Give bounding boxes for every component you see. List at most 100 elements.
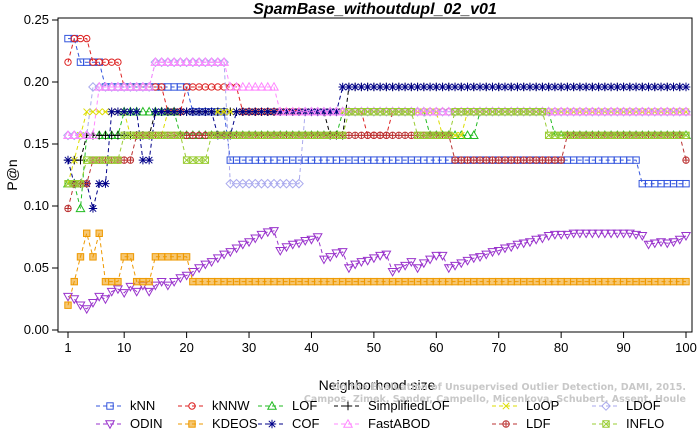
point-kdeos [207,277,216,286]
point-odin [680,232,692,241]
series-cof [63,82,691,213]
point-ldf [538,156,547,164]
point-odin [543,232,554,241]
point-fastabod [62,130,74,140]
point-fastabod [293,106,305,116]
point-cof [257,107,266,116]
point-fastabod [593,106,604,116]
point-ldf [407,131,416,139]
citation-line-2: Campos, Zimek, Sander, Campello, Micenko… [304,394,686,405]
point-kdeos [601,277,609,286]
chart-title: SpamBase_withoutdupl_02_v01 [253,1,497,18]
point-fastabod [268,81,280,91]
point-ldof [144,82,155,92]
point-kdeos [613,277,622,286]
point-cof [663,82,672,92]
x-tick-label: 40 [304,340,318,355]
x-tick-label: 70 [491,340,505,355]
point-fastabod [94,81,105,91]
point-odin [106,287,117,297]
point-cof [681,82,691,92]
point-kdeos [151,253,160,261]
point-ldf [513,156,522,164]
point-ldf [201,131,210,139]
point-cof [519,82,528,92]
point-odin [287,240,298,250]
point-cof [325,107,335,116]
point-fastabod [175,56,186,66]
point-ldf [551,156,559,164]
point-cof [669,82,678,92]
point-kdeos [264,277,272,286]
point-odin [325,253,336,263]
point-kdeos [76,253,85,261]
point-kdeos [588,277,597,286]
point-ldf [120,156,128,164]
plot-series [62,34,692,315]
point-fastabod [81,130,92,140]
point-ldf [370,131,378,139]
legend-swatch-marker [502,402,510,410]
point-odin [474,253,486,263]
point-kdeos [232,277,241,286]
point-kdeos [214,277,222,286]
point-kdeos [351,277,359,286]
point-cof [438,82,447,92]
point-cof [606,82,616,92]
point-cof [432,82,441,92]
legend-item-fastabod: FastABOD [334,416,430,431]
point-odin [318,255,329,265]
point-fastabod [69,130,80,140]
point-cof [332,107,341,116]
point-odin [175,274,186,284]
point-cof [488,82,497,92]
series-inflo [64,108,690,188]
point-fastabod [655,106,667,116]
point-kdeos [114,277,122,286]
point-kdeos [582,277,590,286]
point-odin [618,229,629,239]
point-kdeos [120,253,128,261]
point-odin [393,264,404,274]
legend-item-ldf: LDF [492,416,551,431]
point-kdeos [476,277,484,286]
point-cof [388,82,397,92]
point-kdeos [182,253,191,261]
point-odin [306,235,317,245]
point-ldf [451,156,459,164]
point-cof [463,82,472,92]
point-cof [282,107,291,116]
point-cof [369,82,379,92]
point-cof [101,179,110,188]
point-fastabod [106,81,117,91]
point-cof [194,107,204,116]
point-odin [181,271,192,281]
point-loop [214,108,222,116]
series-kdeos [64,229,690,309]
point-odin [549,230,560,240]
point-kdeos [101,277,110,286]
point-cof [269,107,279,116]
point-kdeos [126,253,135,261]
point-kdeos [513,277,522,286]
y-axis: 0.00 0.05 0.10 0.15 0.20 0.25 [24,12,58,337]
point-lof [75,203,86,213]
point-fastabod [643,106,654,116]
x-tick-label: 60 [429,340,443,355]
point-odin [587,229,598,239]
point-ldf [195,131,203,139]
point-kdeos [195,277,203,286]
point-cof [513,82,522,92]
point-odin [531,235,542,245]
point-fastabod [624,106,635,116]
legend-label: kNN [130,398,155,413]
point-odin [606,229,617,239]
point-loop [220,108,228,116]
point-fastabod [275,106,286,116]
point-cof [544,82,553,92]
point-fastabod [87,130,99,140]
point-kdeos [239,277,247,286]
point-cof [600,82,610,92]
point-kdeos [289,277,297,286]
legend-swatch-marker [106,402,114,410]
